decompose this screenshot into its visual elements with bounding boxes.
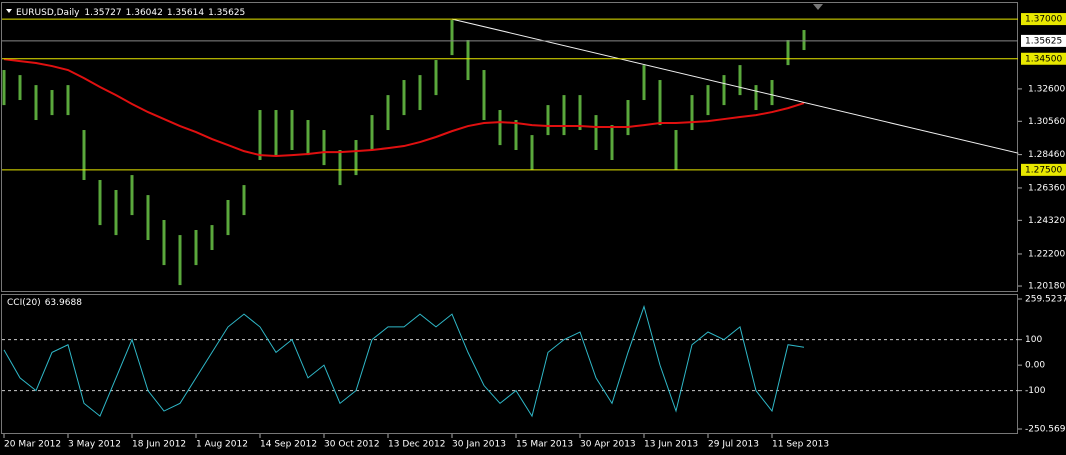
y-tick-label: -250.569 xyxy=(1025,425,1066,435)
quote-low: 1.35614 xyxy=(167,8,204,18)
x-tick-label: 30 Apr 2013 xyxy=(580,440,636,450)
y-tick-label: 1.32600 xyxy=(1028,84,1065,94)
x-tick-label: 13 Dec 2012 xyxy=(388,440,446,450)
menu-arrow xyxy=(6,9,12,13)
cci-panel-frame xyxy=(1,294,1018,434)
level-label: 1.37000 xyxy=(1025,15,1062,25)
moving-average xyxy=(3,58,805,158)
x-tick-label: 3 May 2012 xyxy=(68,440,121,450)
chart-header: EURUSD,Daily 1.35727 1.36042 1.35614 1.35625 xyxy=(16,8,245,18)
y-tick-label: 1.30560 xyxy=(1028,117,1065,127)
x-tick-label: 30 Oct 2012 xyxy=(324,440,380,450)
x-tick-label: 1 Aug 2012 xyxy=(196,440,248,450)
last-price-box xyxy=(1021,34,1066,47)
y-tick-label: 1.22200 xyxy=(1028,249,1065,259)
last-price-label: 1.35625 xyxy=(1025,36,1062,46)
symbol: EURUSD,Daily xyxy=(16,8,80,18)
y-tick-label: -100 xyxy=(1025,386,1046,396)
level-label-box xyxy=(1021,13,1066,26)
y-tick-label: 1.26360 xyxy=(1028,183,1065,193)
cci-line xyxy=(3,304,805,418)
indicator-value: 63.9688 xyxy=(45,298,82,308)
trendline xyxy=(451,18,1019,154)
shift-marker xyxy=(813,4,823,10)
indicator-name: CCI(20) xyxy=(7,298,41,308)
x-tick-label: 14 Sep 2012 xyxy=(260,440,317,450)
level-label: 1.27500 xyxy=(1025,165,1062,175)
quote-close: 1.35625 xyxy=(208,8,245,18)
y-tick-label: 259.5237 xyxy=(1025,295,1066,305)
y-tick-label: 1.20180 xyxy=(1028,282,1065,292)
y-tick-label: 100 xyxy=(1025,335,1042,345)
x-tick-label: 29 Jul 2013 xyxy=(708,440,759,450)
y-tick-label: 1.24320 xyxy=(1028,216,1065,226)
y-tick-label: 1.28460 xyxy=(1028,150,1065,160)
x-tick-label: 30 Jan 2013 xyxy=(452,440,506,450)
x-tick-label: 15 Mar 2013 xyxy=(516,440,573,450)
quote-open: 1.35727 xyxy=(84,8,121,18)
x-tick-label: 11 Sep 2013 xyxy=(772,440,829,450)
level-label-box xyxy=(1021,163,1066,176)
x-tick-label: 18 Jun 2012 xyxy=(132,440,186,450)
x-tick-label: 13 Jun 2013 xyxy=(644,440,698,450)
level-label: 1.34500 xyxy=(1025,54,1062,64)
level-label-box xyxy=(1021,52,1066,65)
x-tick-label: 20 Mar 2012 xyxy=(4,440,61,450)
quote-high: 1.36042 xyxy=(126,8,163,18)
y-tick-label: 0.00 xyxy=(1025,361,1045,371)
indicator-header: CCI(20) 63.9688 xyxy=(7,298,82,308)
price-panel-frame xyxy=(1,2,1018,292)
